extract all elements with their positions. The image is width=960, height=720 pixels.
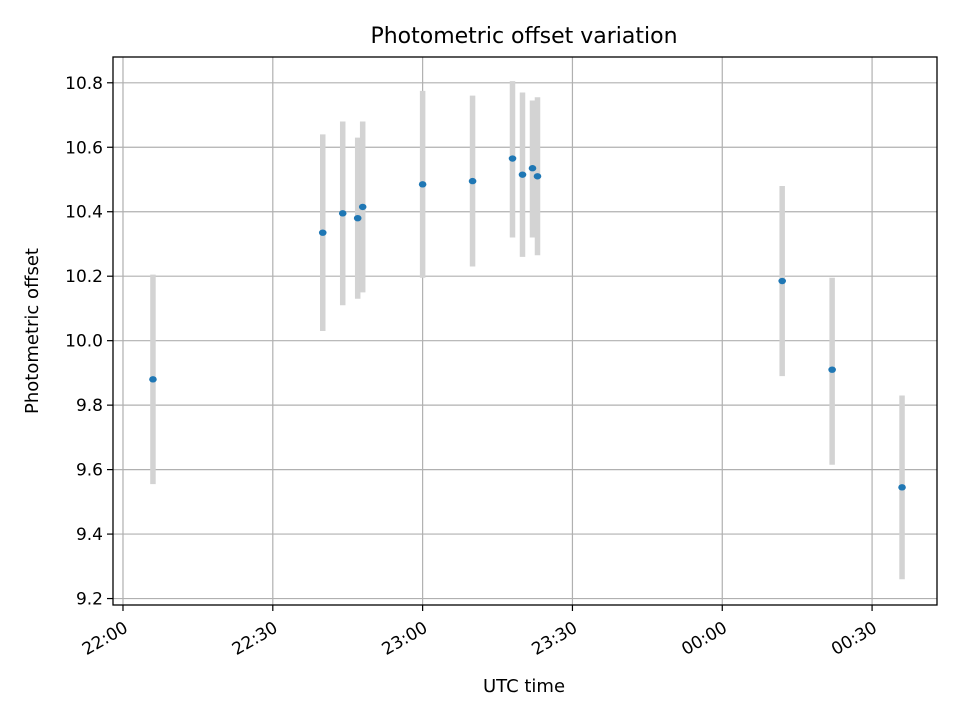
errorbar-layer bbox=[150, 81, 905, 580]
data-point bbox=[518, 171, 527, 178]
data-point bbox=[353, 214, 362, 222]
y-tick-label: 9.6 bbox=[76, 461, 103, 481]
y-tick-label: 10.8 bbox=[65, 74, 103, 94]
y-axis-label: Photometric offset bbox=[22, 248, 43, 414]
y-tick-label: 9.8 bbox=[76, 396, 103, 416]
y-tick-label: 9.4 bbox=[76, 525, 103, 545]
data-point bbox=[358, 203, 367, 211]
data-point bbox=[778, 277, 786, 285]
y-tick-label: 10.4 bbox=[65, 203, 103, 223]
x-axis-label: UTC time bbox=[483, 676, 565, 697]
data-point bbox=[528, 165, 537, 172]
chart-title: Photometric offset variation bbox=[370, 24, 677, 49]
x-tick-label: 23:00 bbox=[379, 618, 431, 660]
x-tick-label: 00:30 bbox=[828, 618, 880, 660]
y-tick-label: 10.2 bbox=[65, 267, 103, 287]
data-point bbox=[898, 484, 906, 491]
plot-frame bbox=[112, 56, 938, 606]
y-tick-label: 9.2 bbox=[76, 590, 103, 610]
data-point bbox=[318, 229, 327, 236]
data-point bbox=[533, 173, 542, 180]
data-point bbox=[828, 366, 836, 373]
data-point bbox=[418, 181, 427, 188]
y-tick-label: 10.0 bbox=[65, 332, 103, 352]
data-point bbox=[468, 177, 477, 185]
data-point bbox=[338, 210, 347, 217]
x-tick-label: 22:00 bbox=[79, 618, 131, 660]
data-point bbox=[508, 155, 517, 162]
x-tick-label: 23:30 bbox=[529, 618, 581, 660]
x-tick-label: 00:00 bbox=[678, 618, 730, 660]
data-point bbox=[149, 376, 157, 383]
x-tick-label: 22:30 bbox=[229, 618, 281, 660]
y-tick-label: 10.6 bbox=[65, 138, 103, 158]
marker-layer bbox=[149, 155, 906, 491]
